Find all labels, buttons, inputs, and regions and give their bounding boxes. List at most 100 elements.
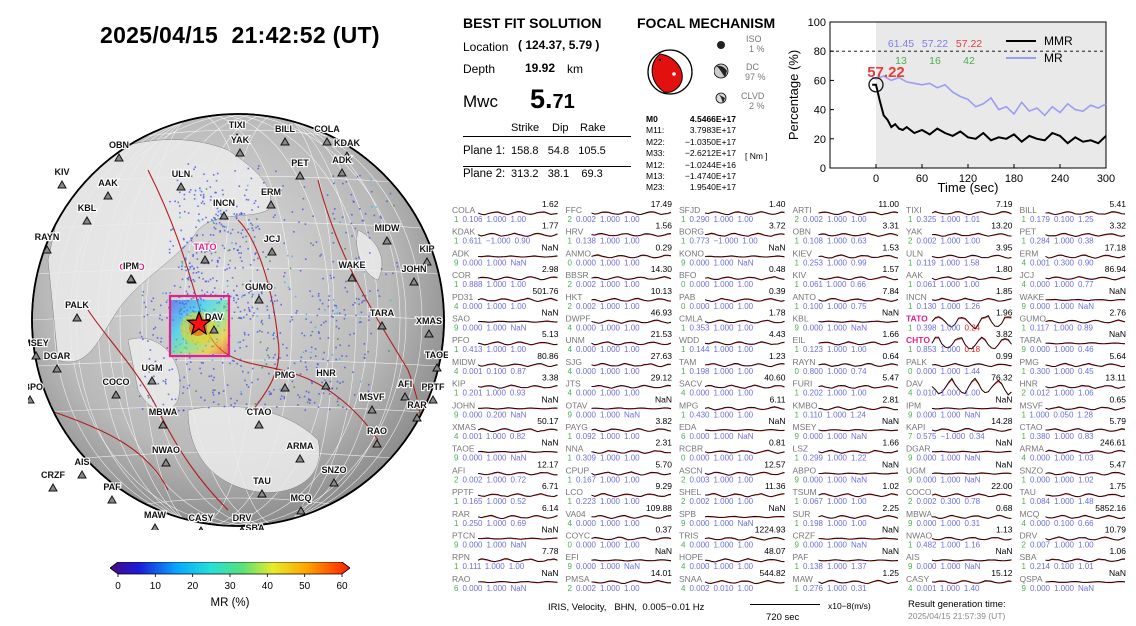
waveform-cell-tau: TAU 1.75 1 0.084 1.000 1.48 [1020, 481, 1127, 506]
waveform-cell-sao: SAO NaN 9 0.000 1.000 NaN [452, 308, 559, 333]
filter-info: IRIS, Velocity, BHN, 0.005−0.01 Hz [548, 602, 705, 613]
station-stats: 1 0.106 1.000 1.00 [454, 215, 527, 224]
station-stats: 0 0.000 1.000 1.44 [908, 367, 981, 376]
waveform-cell-pptf: PPTF 6.71 1 0.165 1.000 0.52 [452, 481, 559, 506]
station-amplitude: 0.65 [1109, 394, 1126, 404]
waveform-cell-lsz: LSZ 1.66 1 0.299 1.000 1.22 [793, 438, 900, 463]
svg-text:AAK: AAK [98, 178, 118, 188]
location-value: ( 124.37, 5.79 ) [518, 38, 600, 52]
station-ipm: IPM [122, 260, 140, 283]
station-amplitude: NaN [1109, 286, 1126, 296]
station-amplitude: 10.79 [1105, 525, 1127, 535]
svg-text:KBL: KBL [78, 203, 97, 213]
station-stats: 2 0.002 1.000 1.00 [568, 302, 641, 311]
svg-text:KDAK: KDAK [334, 138, 360, 148]
station-code: EFI [566, 552, 579, 562]
station-code: MSVF [1020, 400, 1044, 410]
legend-label: MMR [1044, 34, 1073, 48]
waveform-cell-kiv: KIV 1.57 1 0.061 1.000 0.66 [793, 264, 900, 289]
waveform-cell-uln: ULN 3.95 1 0.119 1.000 1.58 [906, 242, 1013, 267]
station-code: NNA [566, 444, 584, 454]
waveform-cell-tris: TRIS 1224.934 0.000 1.000 1.00 [679, 525, 786, 550]
waveform-cell-sur: SUR 2.25 1 0.198 1.000 1.00 [793, 503, 900, 528]
x-tick-label: 300 [1097, 173, 1115, 185]
station-code: JTS [566, 379, 581, 389]
station-amplitude: 12.57 [764, 459, 786, 469]
waveform-cell-kip: KIP 3.38 1 0.201 1.000 0.93 [452, 373, 559, 398]
dc-value: 97 % [745, 72, 766, 82]
station-code: RAYN [793, 357, 816, 367]
waveform-cell-va04: VA04 109.88 4 0.000 1.000 1.00 [566, 503, 673, 528]
station-amplitude: 5.70 [655, 459, 672, 469]
station-pmg: PMG [274, 369, 296, 392]
station-code: ERM [1020, 248, 1039, 258]
station-stats: 4 0.001 0.100 0.87 [454, 367, 527, 376]
svg-text:CHTO: CHTO [119, 262, 144, 272]
station-amplitude: 0.99 [996, 351, 1013, 361]
waveform-cell-pab: PAB 0.39 0 0.000 1.000 1.00 [679, 286, 786, 311]
station-maw: MAW [143, 509, 168, 530]
waveform-cell-ugm: UGM NaN 9 0.000 1.000 NaN [906, 459, 1013, 484]
waveform-cell-paf: PAF NaN 1 0.138 1.000 1.37 [793, 546, 900, 571]
station-stats: 9 0.000 1.000 NaN [795, 324, 868, 333]
station-amplitude: NaN [768, 503, 785, 513]
station-amplitude: NaN [882, 416, 899, 426]
station-globe-map: TIXI BILL COLA YAK KDAK OBN PET ADK KIV AAK ULN ERM… [28, 113, 448, 530]
score-value: 61.45 [888, 38, 914, 50]
y-tick-label: 20 [814, 134, 826, 146]
station-stats: 1 0.084 1.000 1.48 [1022, 497, 1095, 506]
svg-text:SBA: SBA [245, 523, 265, 530]
station-code: KMBO [793, 400, 818, 410]
svg-text:CASY: CASY [188, 513, 213, 523]
waveform-cell-kono: KONO NaN 9 0.000 1.000 NaN [679, 242, 786, 267]
waveform-cell-qspa: QSPA NaN 9 0.000 1.000 NaN [1020, 568, 1127, 593]
station-stats: 1 0.198 1.000 1.00 [681, 367, 754, 376]
col-rake: Rake [580, 122, 606, 134]
tensor-row: M23: 1.9540E+17 [646, 182, 736, 193]
station-rao: RAO [366, 425, 388, 448]
station-amplitude: 80.86 [537, 351, 559, 361]
station-stats: 1 0.167 1.000 1.00 [568, 475, 641, 484]
moment-tensor-list: M0 4.5466E+17 M11: 3.7983E+17 M22: −1.0350E+1… [646, 114, 736, 194]
svg-text:JCJ: JCJ [264, 234, 281, 244]
waveform-cell-sba: SBA 1.06 1 0.214 0.100 1.01 [1020, 546, 1127, 571]
station-code: COYC [566, 531, 591, 541]
station-stats: 0 0.000 1.000 1.00 [568, 258, 641, 267]
waveform-cell-nna: NNA 2.31 1 0.309 1.000 1.00 [566, 438, 673, 463]
station-amplitude: 29.12 [651, 373, 673, 383]
station-stats: 9 0.000 1.000 NaN [568, 562, 641, 571]
station-stats: 1 0.325 1.000 1.01 [908, 215, 981, 224]
station-amplitude: 13.11 [1105, 373, 1126, 383]
station-erm: ERM [260, 186, 282, 209]
waveform-cell-tara: TARA NaN 9 0.000 1.000 0.46 [1020, 329, 1127, 354]
station-code: ANTO [793, 292, 817, 302]
x-tick-label: 180 [1005, 173, 1023, 185]
station-amplitude: 9.29 [655, 481, 672, 491]
station-ugm: UGM [140, 362, 164, 385]
station-stats: 4 0.000 1.000 1.00 [681, 562, 754, 571]
station-stats: 9 0.000 1.000 0.46 [1022, 345, 1095, 354]
svg-text:XMAS: XMAS [416, 316, 442, 326]
station-code: PALK [906, 357, 927, 367]
waveform-cell-maw: MAW 1.25 1 0.276 1.000 0.31 [793, 568, 900, 593]
svg-text:ERM: ERM [261, 187, 281, 197]
station-code: PAF [793, 552, 809, 562]
station-code: SPB [679, 509, 696, 519]
station-stats: 2 0.003 1.000 1.00 [681, 475, 754, 484]
waveform-cell-abpo: ABPO NaN 9 0.000 1.000 NaN [793, 459, 900, 484]
svg-text:RAR: RAR [407, 400, 427, 410]
tensor-row: M11: 3.7983E+17 [646, 125, 736, 136]
waveform-cell-hrv: HRV 1.56 1 0.138 1.000 1.00 [566, 221, 673, 246]
station-code: SHEL [679, 487, 701, 497]
station-dgar: DGAR [43, 350, 72, 373]
station-code: MCQ [1020, 509, 1040, 519]
station-aak: AAK [97, 177, 119, 200]
station-amplitude: NaN [882, 525, 899, 535]
iso-value: 1 % [749, 44, 765, 54]
amplitude-unit: x10−8(m/s) [828, 601, 871, 611]
station-code: MSEY [793, 422, 817, 432]
station-amplitude: 3.32 [1109, 221, 1126, 231]
station-stats: 4 0.000 1.000 0.77 [1022, 280, 1095, 289]
station-amplitude: 1.40 [769, 199, 786, 209]
legend-label: MR [1044, 51, 1063, 65]
